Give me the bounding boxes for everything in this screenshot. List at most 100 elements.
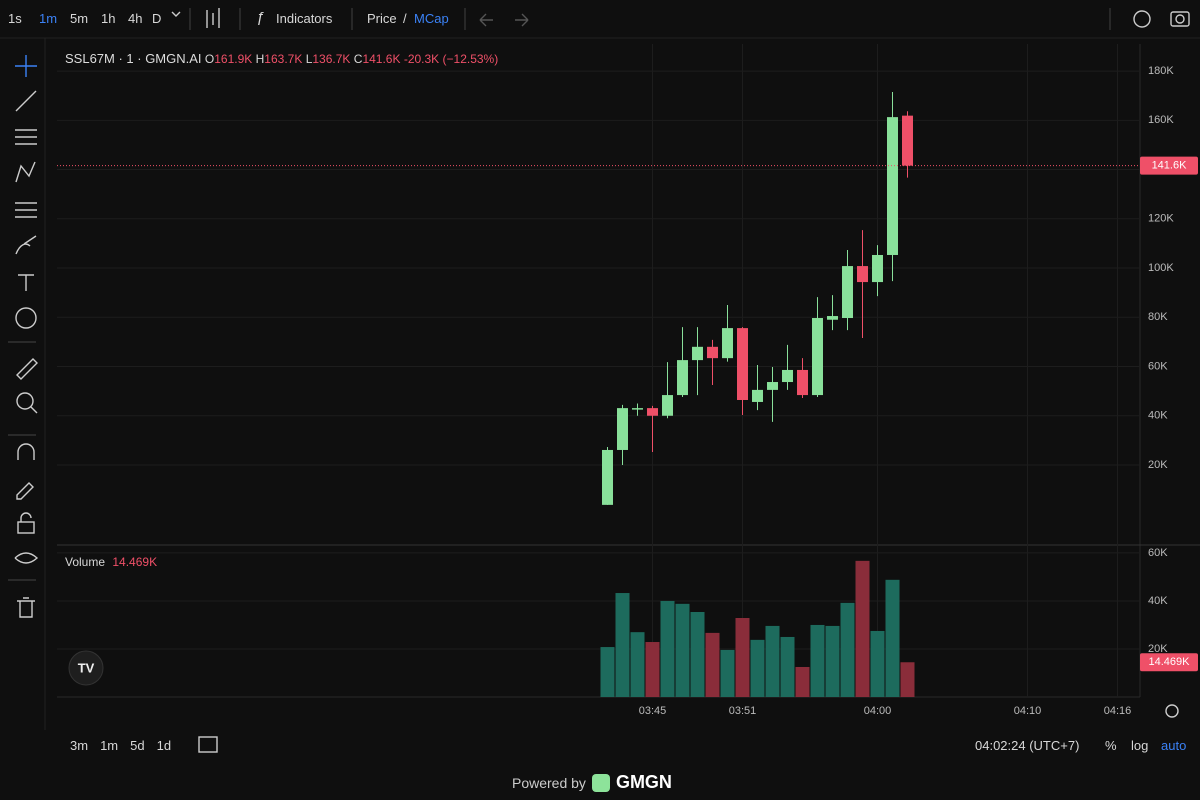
x-tick-label: 03:45 [639, 705, 667, 717]
interval[interactable]: 1h [101, 11, 116, 26]
volume-bar [840, 602, 855, 697]
fib-icon[interactable] [15, 129, 37, 145]
lock-icon[interactable] [17, 521, 35, 534]
volume-label: Volume [65, 555, 106, 569]
candle-body [812, 318, 823, 396]
auto-toggle[interactable]: auto [1161, 738, 1187, 753]
c-value: 141.6K [362, 52, 401, 66]
volume-bar [885, 579, 900, 697]
undo-icon[interactable] [479, 13, 493, 27]
candle-body [662, 395, 673, 416]
volume-bar [810, 624, 825, 697]
text-icon[interactable] [18, 274, 34, 291]
x-tick-label: 03:51 [729, 705, 757, 717]
price-tag-bg [1140, 156, 1198, 175]
line-icon[interactable] [15, 90, 37, 112]
volume-bar [630, 632, 645, 697]
candle-body [752, 389, 763, 402]
o-value: 161.9K [214, 52, 253, 66]
volume-tag-bg [1140, 653, 1198, 672]
volume-tag: 14.469K [1149, 656, 1191, 668]
candle-body [677, 360, 688, 396]
range[interactable]: 3m [70, 738, 89, 753]
interval[interactable]: 1s [8, 11, 22, 26]
candle-body [887, 117, 898, 255]
magnet-icon[interactable] [17, 443, 35, 460]
l-label: L [305, 52, 313, 66]
goto-date-icon[interactable] [198, 736, 218, 753]
volume-bar [660, 600, 675, 697]
y-tick-label: 180K [1148, 65, 1174, 77]
log-toggle[interactable]: log [1131, 738, 1149, 753]
x-tick-label: 04:16 [1104, 705, 1132, 717]
range[interactable]: 1d [156, 738, 172, 753]
mcap-toggle[interactable]: MCap [414, 11, 449, 26]
brand: GMGN [615, 772, 672, 792]
y-tick-label: 20K [1148, 643, 1168, 655]
slash: / [403, 11, 407, 26]
l-value: 136.7K [312, 52, 351, 66]
interval[interactable]: 4h [128, 11, 143, 26]
footer: Powered by GMGN [512, 772, 672, 793]
range[interactable]: 5d [130, 738, 145, 753]
tv-logo[interactable] [68, 650, 104, 686]
volume-bar [720, 649, 735, 697]
volume-bar [705, 632, 720, 697]
h-value: 163.7K [264, 52, 303, 66]
price-toggle[interactable]: Price [367, 11, 397, 26]
volume-bar [825, 625, 840, 697]
candle-body [797, 369, 808, 396]
interval[interactable]: D [152, 11, 162, 26]
pattern-icon[interactable] [15, 161, 36, 183]
volume-bar [615, 593, 630, 697]
y-tick-label: 100K [1148, 262, 1174, 274]
y-tick-label: 40K [1148, 410, 1168, 422]
axis-settings-icon[interactable] [1165, 704, 1179, 718]
candle-body [617, 408, 628, 450]
candle-body [872, 254, 883, 283]
volume-bar [675, 603, 690, 697]
prediction-icon[interactable] [15, 202, 37, 218]
zoom-icon[interactable] [16, 392, 34, 410]
x-tick-label: 04:00 [864, 705, 892, 717]
interval[interactable]: 1m [39, 11, 58, 26]
settings-icon[interactable] [1133, 10, 1151, 28]
volume-bar [735, 617, 750, 697]
range[interactable]: 1m [100, 738, 119, 753]
interval[interactable]: 5m [70, 11, 89, 26]
ruler-icon[interactable] [16, 358, 38, 380]
redo-icon[interactable] [515, 13, 529, 27]
percent-toggle[interactable]: % [1105, 738, 1117, 753]
camera-icon[interactable] [1170, 11, 1190, 27]
h-label: H [255, 52, 265, 66]
price-tag: 141.6K [1152, 160, 1188, 172]
c-label: C [353, 52, 363, 66]
volume-bar [870, 630, 885, 697]
fx-icon[interactable]: ƒ [256, 9, 265, 26]
candle-type-icon[interactable] [206, 8, 220, 28]
interval-dropdown[interactable] [171, 11, 181, 17]
eye-icon[interactable] [14, 552, 39, 564]
candle-body [722, 328, 733, 359]
candle-body [842, 266, 853, 319]
powered-by: Powered by [512, 774, 586, 791]
candle-body [737, 328, 748, 400]
crosshair-icon[interactable] [15, 55, 37, 77]
lock-draw-icon[interactable] [16, 482, 34, 500]
volume-bar [645, 642, 660, 697]
symbol: SSL67M · 1 · GMGN.AI [65, 51, 202, 66]
volume-bar [855, 560, 870, 697]
brush-icon[interactable] [15, 235, 37, 255]
volume-bar [765, 625, 780, 697]
interval-bar: 1s 1m 5m 1h 4h D [8, 11, 161, 26]
volume-bar [690, 611, 705, 697]
candle-body [782, 369, 793, 383]
clock: 04:02:24 (UTC+7) [975, 738, 1080, 753]
emoji-icon[interactable] [15, 307, 37, 329]
indicators-button[interactable]: Indicators [276, 11, 333, 26]
trash-icon[interactable] [17, 597, 35, 618]
candle-body [647, 408, 658, 416]
y-tick-label: 60K [1148, 547, 1168, 559]
x-tick-label: 04:10 [1014, 705, 1042, 717]
volume-legend: Volume 14.469K [65, 555, 157, 569]
